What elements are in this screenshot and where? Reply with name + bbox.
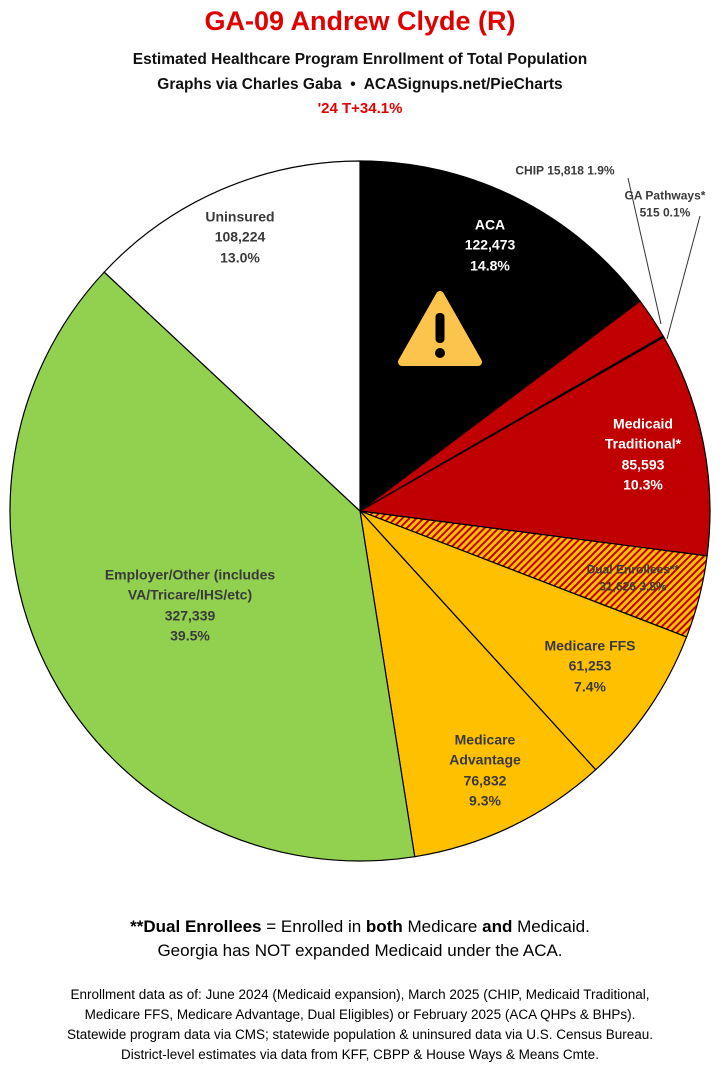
slice-label: Uninsured 108,224 13.0%: [175, 207, 305, 268]
slice-label: GA Pathways* 515 0.1%: [610, 188, 720, 223]
value-line: 122,473: [430, 235, 550, 255]
category-label: Medicare Advantage: [449, 731, 521, 768]
note-text: = Enrolled in: [261, 917, 366, 936]
category-label: Medicaid Traditional*: [604, 415, 682, 452]
value-label: 31,626: [599, 580, 636, 594]
slice: [359, 510, 688, 771]
percent-line: 10.3%: [588, 474, 698, 494]
percent-label: 3.8%: [639, 580, 667, 594]
value-line: 76,832: [435, 770, 535, 790]
percent-label: 7.4%: [574, 678, 606, 695]
slice-label: Medicare Advantage 76,832 9.3%: [435, 729, 535, 810]
subtitle: Estimated Healthcare Program Enrollment …: [132, 51, 588, 68]
slice-label: CHIP 15,818 1.9%: [465, 162, 665, 179]
note: Georgia has NOT expanded Medicaid under …: [157, 941, 563, 960]
note-text: Medicaid.: [512, 917, 590, 936]
note-text: **Dual Enrollees: [130, 917, 262, 936]
slice: [103, 160, 361, 513]
value-line: 31,626 3.8%: [568, 579, 698, 596]
value-line: 85,593: [588, 454, 698, 474]
percent-line: 9.3%: [435, 790, 535, 810]
category-label: Medicare FFS: [544, 637, 636, 654]
note-text: both: [365, 917, 403, 936]
slice: [9, 271, 416, 862]
percent-label: 0.1%: [663, 206, 691, 220]
value-label: 85,593: [621, 456, 665, 472]
percent-label: 39.5%: [170, 627, 210, 644]
category-label: Uninsured: [205, 208, 275, 225]
percent-line: 39.5%: [60, 625, 320, 645]
category-label: Dual Enrollees**: [586, 562, 680, 577]
slice-label: Employer/Other (includes VA/Tricare/IHS/…: [60, 564, 320, 645]
percent-label: 13.0%: [220, 249, 260, 266]
source: Enrollment data as of: June 2024 (Medica…: [70, 987, 650, 1002]
slice-label: Medicare FFS 61,253 7.4%: [525, 636, 655, 697]
value-label: 122,473: [464, 236, 516, 253]
note-text: Medicare: [402, 917, 483, 936]
chart-title: GA-09 Andrew Clyde (R): [204, 6, 516, 36]
slices: [9, 160, 711, 862]
percent-line: 14.8%: [430, 255, 550, 275]
slice: [359, 160, 641, 513]
warning-icon: [398, 291, 482, 366]
source: Statewide program data via CMS; statewid…: [66, 1027, 654, 1042]
percent-label: 14.8%: [470, 257, 510, 274]
slice-label: Dual Enrollees** 31,626 3.8%: [568, 562, 698, 597]
slice-label: ACA 122,473 14.8%: [430, 215, 550, 276]
note: **Dual Enrollees = Enrolled in both Medi…: [0, 917, 720, 937]
leader-line: [666, 215, 701, 340]
value-label: 108,224: [214, 228, 266, 245]
value-line: 515 0.1%: [610, 205, 720, 222]
slice: [358, 336, 711, 557]
leader-line: [627, 177, 662, 325]
percent-label: 1.9%: [587, 163, 615, 178]
percent-line: 13.0%: [175, 247, 305, 267]
note-text: and: [482, 917, 513, 936]
annotation: '24 T+34.1%: [317, 100, 403, 117]
value-line: 327,339: [60, 605, 320, 625]
category-label: Employer/Other (includes VA/Tricare/IHS/…: [104, 566, 276, 603]
category-label: GA Pathways*: [624, 188, 706, 203]
category-label: CHIP: [515, 163, 544, 178]
percent-label: 9.3%: [469, 792, 501, 809]
source: District-level estimates via data from K…: [121, 1047, 599, 1062]
source: Medicare FFS, Medicare Advantage, Dual E…: [84, 1007, 636, 1022]
value-label: 327,339: [164, 607, 216, 623]
value-label: 76,832: [463, 772, 507, 788]
percent-line: 7.4%: [525, 676, 655, 696]
value-line: 108,224: [175, 227, 305, 247]
value-label: 61,253: [568, 657, 612, 674]
category-label: ACA: [474, 216, 506, 233]
value-label: 15,818: [547, 163, 584, 178]
value-line: 61,253: [525, 656, 655, 676]
slice-label: Medicaid Traditional* 85,593 10.3%: [588, 413, 698, 494]
value-label: 515: [639, 206, 660, 220]
percent-label: 10.3%: [623, 476, 663, 493]
slice: [359, 509, 597, 858]
subtitle: Graphs via Charles Gaba • ACASignups.net…: [157, 76, 563, 93]
